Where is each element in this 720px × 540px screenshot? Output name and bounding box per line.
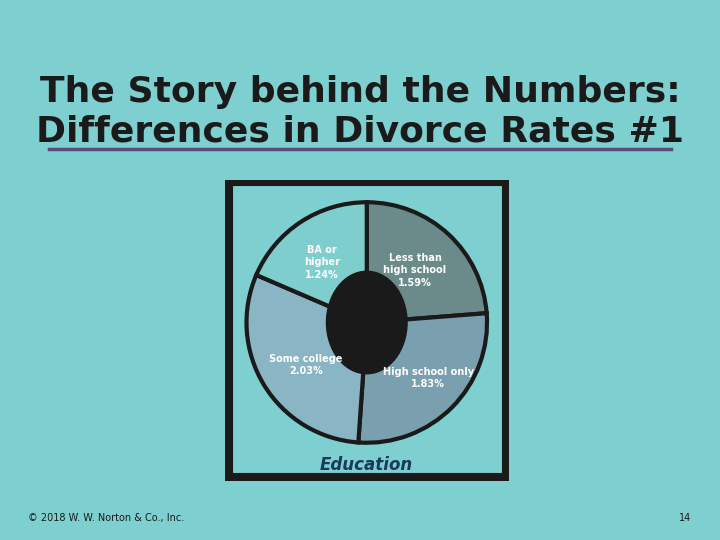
- Text: © 2018 W. W. Norton & Co., Inc.: © 2018 W. W. Norton & Co., Inc.: [28, 514, 184, 523]
- Wedge shape: [359, 313, 487, 443]
- Wedge shape: [256, 202, 366, 322]
- Text: Education: Education: [320, 456, 413, 474]
- Text: High school only
1.83%: High school only 1.83%: [382, 367, 474, 389]
- Text: Some college
2.03%: Some college 2.03%: [269, 354, 343, 376]
- Text: The Story behind the Numbers:
Differences in Divorce Rates #1: The Story behind the Numbers: Difference…: [36, 75, 684, 148]
- Ellipse shape: [325, 271, 408, 374]
- Text: 14: 14: [680, 514, 692, 523]
- Wedge shape: [246, 275, 366, 442]
- Text: BA or
higher
1.24%: BA or higher 1.24%: [304, 245, 340, 280]
- Text: Less than
high school
1.59%: Less than high school 1.59%: [384, 253, 446, 288]
- Wedge shape: [366, 202, 487, 322]
